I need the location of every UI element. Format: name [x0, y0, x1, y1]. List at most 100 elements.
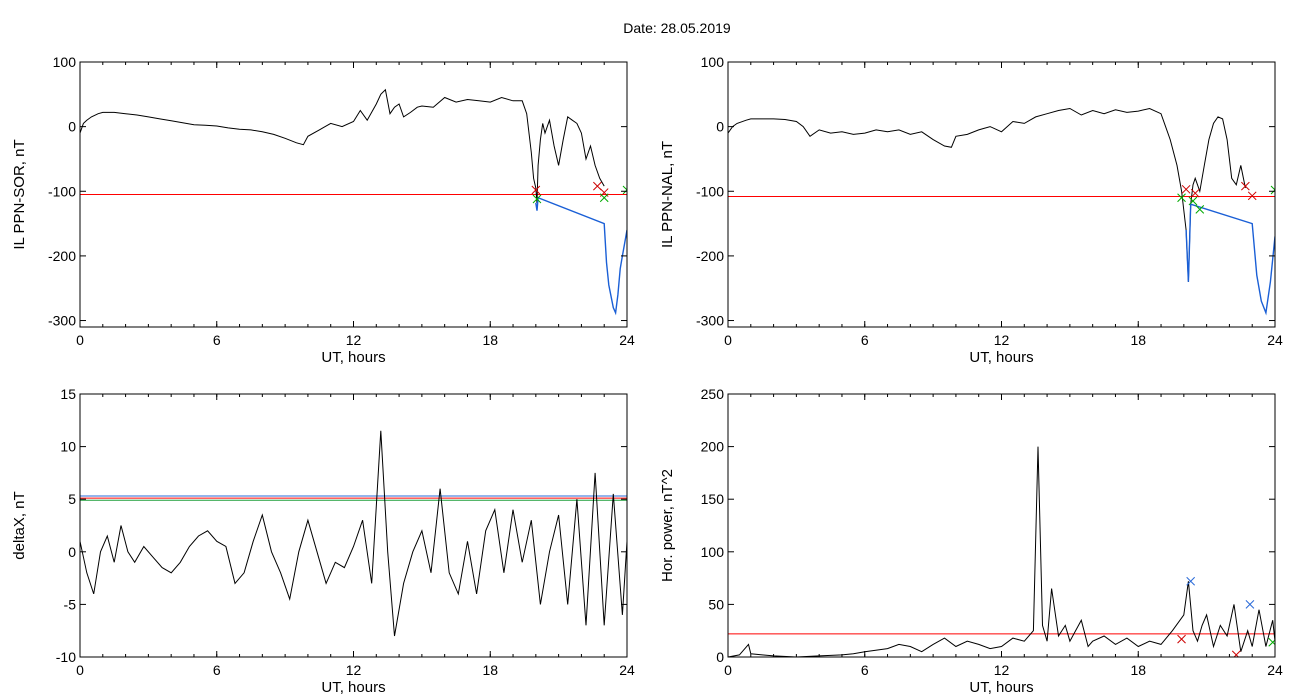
y-tick-label: 5: [68, 491, 76, 507]
x-axis-label: UT, hours: [321, 679, 385, 696]
series-line: [80, 430, 627, 637]
x-tick-label: 6: [213, 332, 221, 348]
plot-area: [80, 88, 627, 316]
marker-cross: [1190, 188, 1200, 198]
y-tick-label: -200: [48, 248, 76, 264]
marker-cross: [1247, 191, 1257, 201]
y-tick-label: 50: [708, 596, 724, 612]
y-tick-label: 0: [716, 119, 724, 135]
x-tick-label: 18: [482, 332, 498, 348]
plot-frame: [727, 61, 1276, 328]
marker-stroke: [1233, 650, 1241, 657]
x-tick-label: 0: [724, 332, 732, 348]
marker-stroke: [1245, 600, 1255, 609]
y-axis-label: deltaX, nT: [11, 491, 28, 559]
x-tick-label: 12: [994, 662, 1010, 678]
marker-stroke: [532, 194, 542, 204]
marker-stroke: [599, 193, 609, 203]
y-tick-label: -100: [48, 183, 76, 199]
series-line: [728, 446, 1275, 657]
y-axis-label: IL PPN-NAL, nT: [659, 141, 676, 248]
y-tick-label: 200: [701, 439, 725, 455]
series-line: [728, 107, 1246, 282]
marker-cross: [1268, 637, 1275, 647]
marker-cross: [1270, 185, 1275, 195]
marker-cross: [1177, 193, 1186, 203]
x-tick-label: 0: [76, 662, 84, 678]
chart-power: 0 6 12 18 24 0 50 100 150 200 250 UT, hours Hor. pow…: [659, 386, 1283, 696]
marker-stroke: [1181, 184, 1191, 194]
x-tick-label: 12: [346, 662, 362, 678]
series-line: [535, 196, 627, 316]
marker-stroke: [622, 185, 627, 191]
plot-frame: [727, 393, 1276, 658]
x-tick-label: 6: [861, 332, 869, 348]
marker-stroke: [622, 189, 627, 195]
chart-nal: 0 6 12 18 24 -300 -200 -100 0 100 UT, hours IL PPN-…: [659, 54, 1283, 366]
y-tick-label: -200: [696, 248, 724, 264]
marker-cross: [1231, 650, 1241, 657]
x-tick-label: 18: [1130, 662, 1146, 678]
marker-cross: [1188, 196, 1198, 206]
x-tick-label: 0: [76, 332, 84, 348]
y-tick-label: 10: [60, 439, 76, 455]
y-tick-label: 0: [716, 649, 724, 665]
marker-stroke: [1270, 185, 1275, 191]
marker-stroke: [1268, 639, 1275, 647]
y-axis-label: Hor. power, nT^2: [659, 469, 676, 582]
y-tick-label: 0: [68, 119, 76, 135]
x-tick-label: 6: [861, 662, 869, 678]
marker-stroke: [593, 181, 602, 191]
figure-title: Date: 28.05.2019: [623, 20, 731, 36]
chart-deltax: 0 6 12 18 24 -10 -5 0 5 10 15 UT, hours deltaX, nT: [11, 386, 635, 696]
marker-cross: [1186, 576, 1196, 586]
marker-stroke: [1247, 191, 1257, 201]
y-tick-label: 100: [701, 54, 725, 70]
y-tick-label: 100: [53, 54, 77, 70]
x-tick-label: 12: [994, 332, 1010, 348]
x-axis-label: UT, hours: [969, 349, 1033, 366]
plot-frame: [79, 393, 628, 658]
marker-cross: [532, 194, 542, 204]
marker-stroke: [1195, 205, 1205, 214]
x-tick-label: 24: [1267, 662, 1283, 678]
plot-area: [728, 107, 1275, 316]
marker-stroke: [1270, 189, 1275, 195]
plot-area: [80, 430, 627, 637]
marker-stroke: [1241, 181, 1250, 191]
x-tick-label: 12: [346, 332, 362, 348]
y-tick-label: -10: [56, 649, 76, 665]
y-tick-label: 0: [68, 544, 76, 560]
y-tick-label: -300: [696, 313, 724, 329]
marker-cross: [1181, 184, 1191, 194]
x-axis-label: UT, hours: [969, 679, 1033, 696]
marker-cross: [1241, 181, 1250, 191]
y-tick-label: -5: [64, 596, 77, 612]
marker-stroke: [1188, 196, 1198, 206]
y-tick-label: -300: [48, 313, 76, 329]
y-tick-label: 100: [701, 544, 725, 560]
x-tick-label: 18: [482, 662, 498, 678]
y-axis-label: IL PPN-SOR, nT: [11, 139, 28, 249]
chart-sor: 0 6 12 18 24 -300 -200 -100 0 100 UT, hours IL PPN-…: [11, 54, 635, 366]
y-tick-label: 150: [701, 491, 725, 507]
plot-area: [728, 446, 1275, 657]
x-tick-label: 18: [1130, 332, 1146, 348]
marker-cross: [599, 193, 609, 203]
x-tick-label: 24: [619, 662, 635, 678]
marker-cross: [1177, 634, 1186, 644]
x-tick-label: 24: [619, 332, 635, 348]
marker-cross: [531, 185, 541, 195]
marker-cross: [1195, 205, 1205, 214]
marker-cross: [1245, 600, 1255, 609]
x-axis-label: UT, hours: [321, 349, 385, 366]
y-tick-label: -100: [696, 183, 724, 199]
x-tick-label: 24: [1267, 332, 1283, 348]
x-tick-label: 0: [724, 662, 732, 678]
marker-stroke: [1190, 188, 1200, 198]
y-tick-label: 250: [701, 386, 725, 402]
marker-stroke: [531, 185, 541, 195]
marker-stroke: [1177, 193, 1186, 203]
